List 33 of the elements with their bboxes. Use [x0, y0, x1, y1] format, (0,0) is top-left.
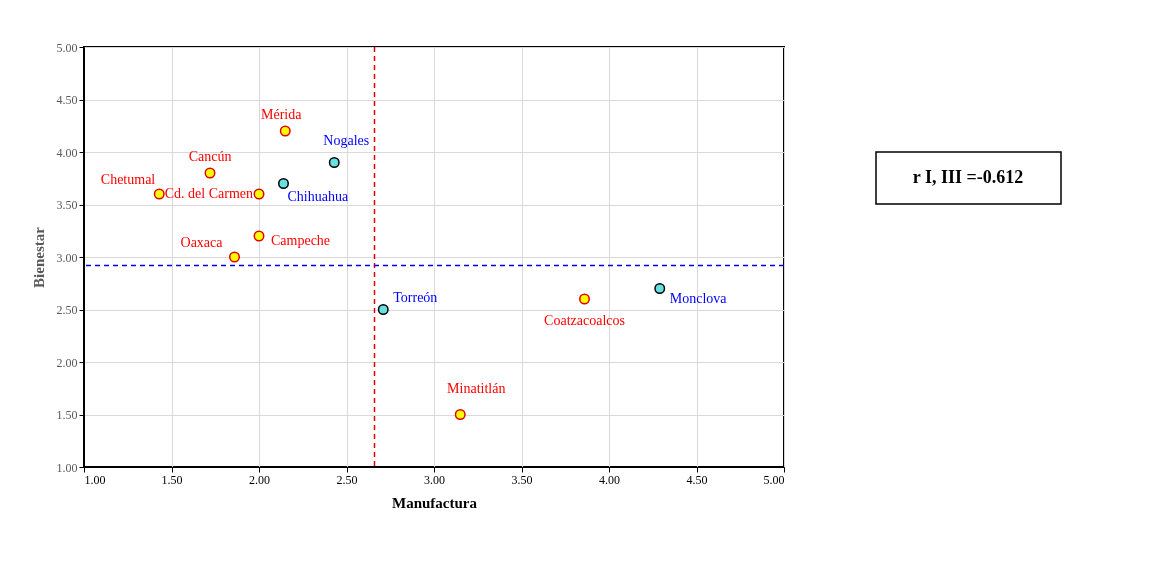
y-axis-title: Bienestar — [30, 226, 47, 288]
x-tick-label: 3.50 — [511, 472, 533, 487]
x-tick-label: 4.00 — [599, 472, 620, 487]
y-tick-label: 5.00 — [56, 40, 78, 55]
annotation: Coatzacoalcos — [544, 313, 625, 328]
y-tick-label: 1.50 — [56, 408, 78, 422]
annotation: Torreón — [393, 289, 438, 305]
annotation: Monclova — [669, 290, 728, 306]
x-tick-label: 1.50 — [161, 472, 183, 487]
y-tick-label: 4.50 — [56, 93, 78, 107]
annotation: Campeche — [271, 233, 331, 248]
y-tick-label: 2.50 — [56, 303, 78, 317]
x-tick-label: 4.50 — [686, 472, 708, 487]
x-tick-label: 1.00 — [84, 472, 106, 487]
text: r I, III =-0.612 — [912, 167, 1024, 187]
x-tick-label: 2.00 — [249, 472, 270, 487]
annotation: Cancún — [188, 149, 232, 164]
annotation: Nogales — [323, 132, 370, 148]
annotation: Chetumal — [100, 172, 156, 187]
annotation: Mérida — [261, 107, 303, 122]
x-tick-label: 2.50 — [336, 472, 358, 487]
x-tick-label: 5.00 — [763, 472, 785, 487]
annotation: Minatitlán — [447, 380, 506, 396]
y-tick-label: 3.00 — [56, 250, 78, 265]
annotation: Chihuahua — [287, 188, 349, 204]
x-tick-label: 3.00 — [424, 472, 445, 487]
y-tick-label: 4.00 — [56, 145, 78, 160]
x-axis-title: Manufactura — [392, 494, 478, 511]
annotation: Oaxaca — [180, 235, 224, 250]
y-tick-label: 3.50 — [56, 198, 78, 212]
y-tick-label: 2.00 — [56, 355, 78, 370]
y-tick-label: 1.00 — [56, 460, 78, 475]
annotation: Cd. del Carmen — [164, 186, 253, 201]
